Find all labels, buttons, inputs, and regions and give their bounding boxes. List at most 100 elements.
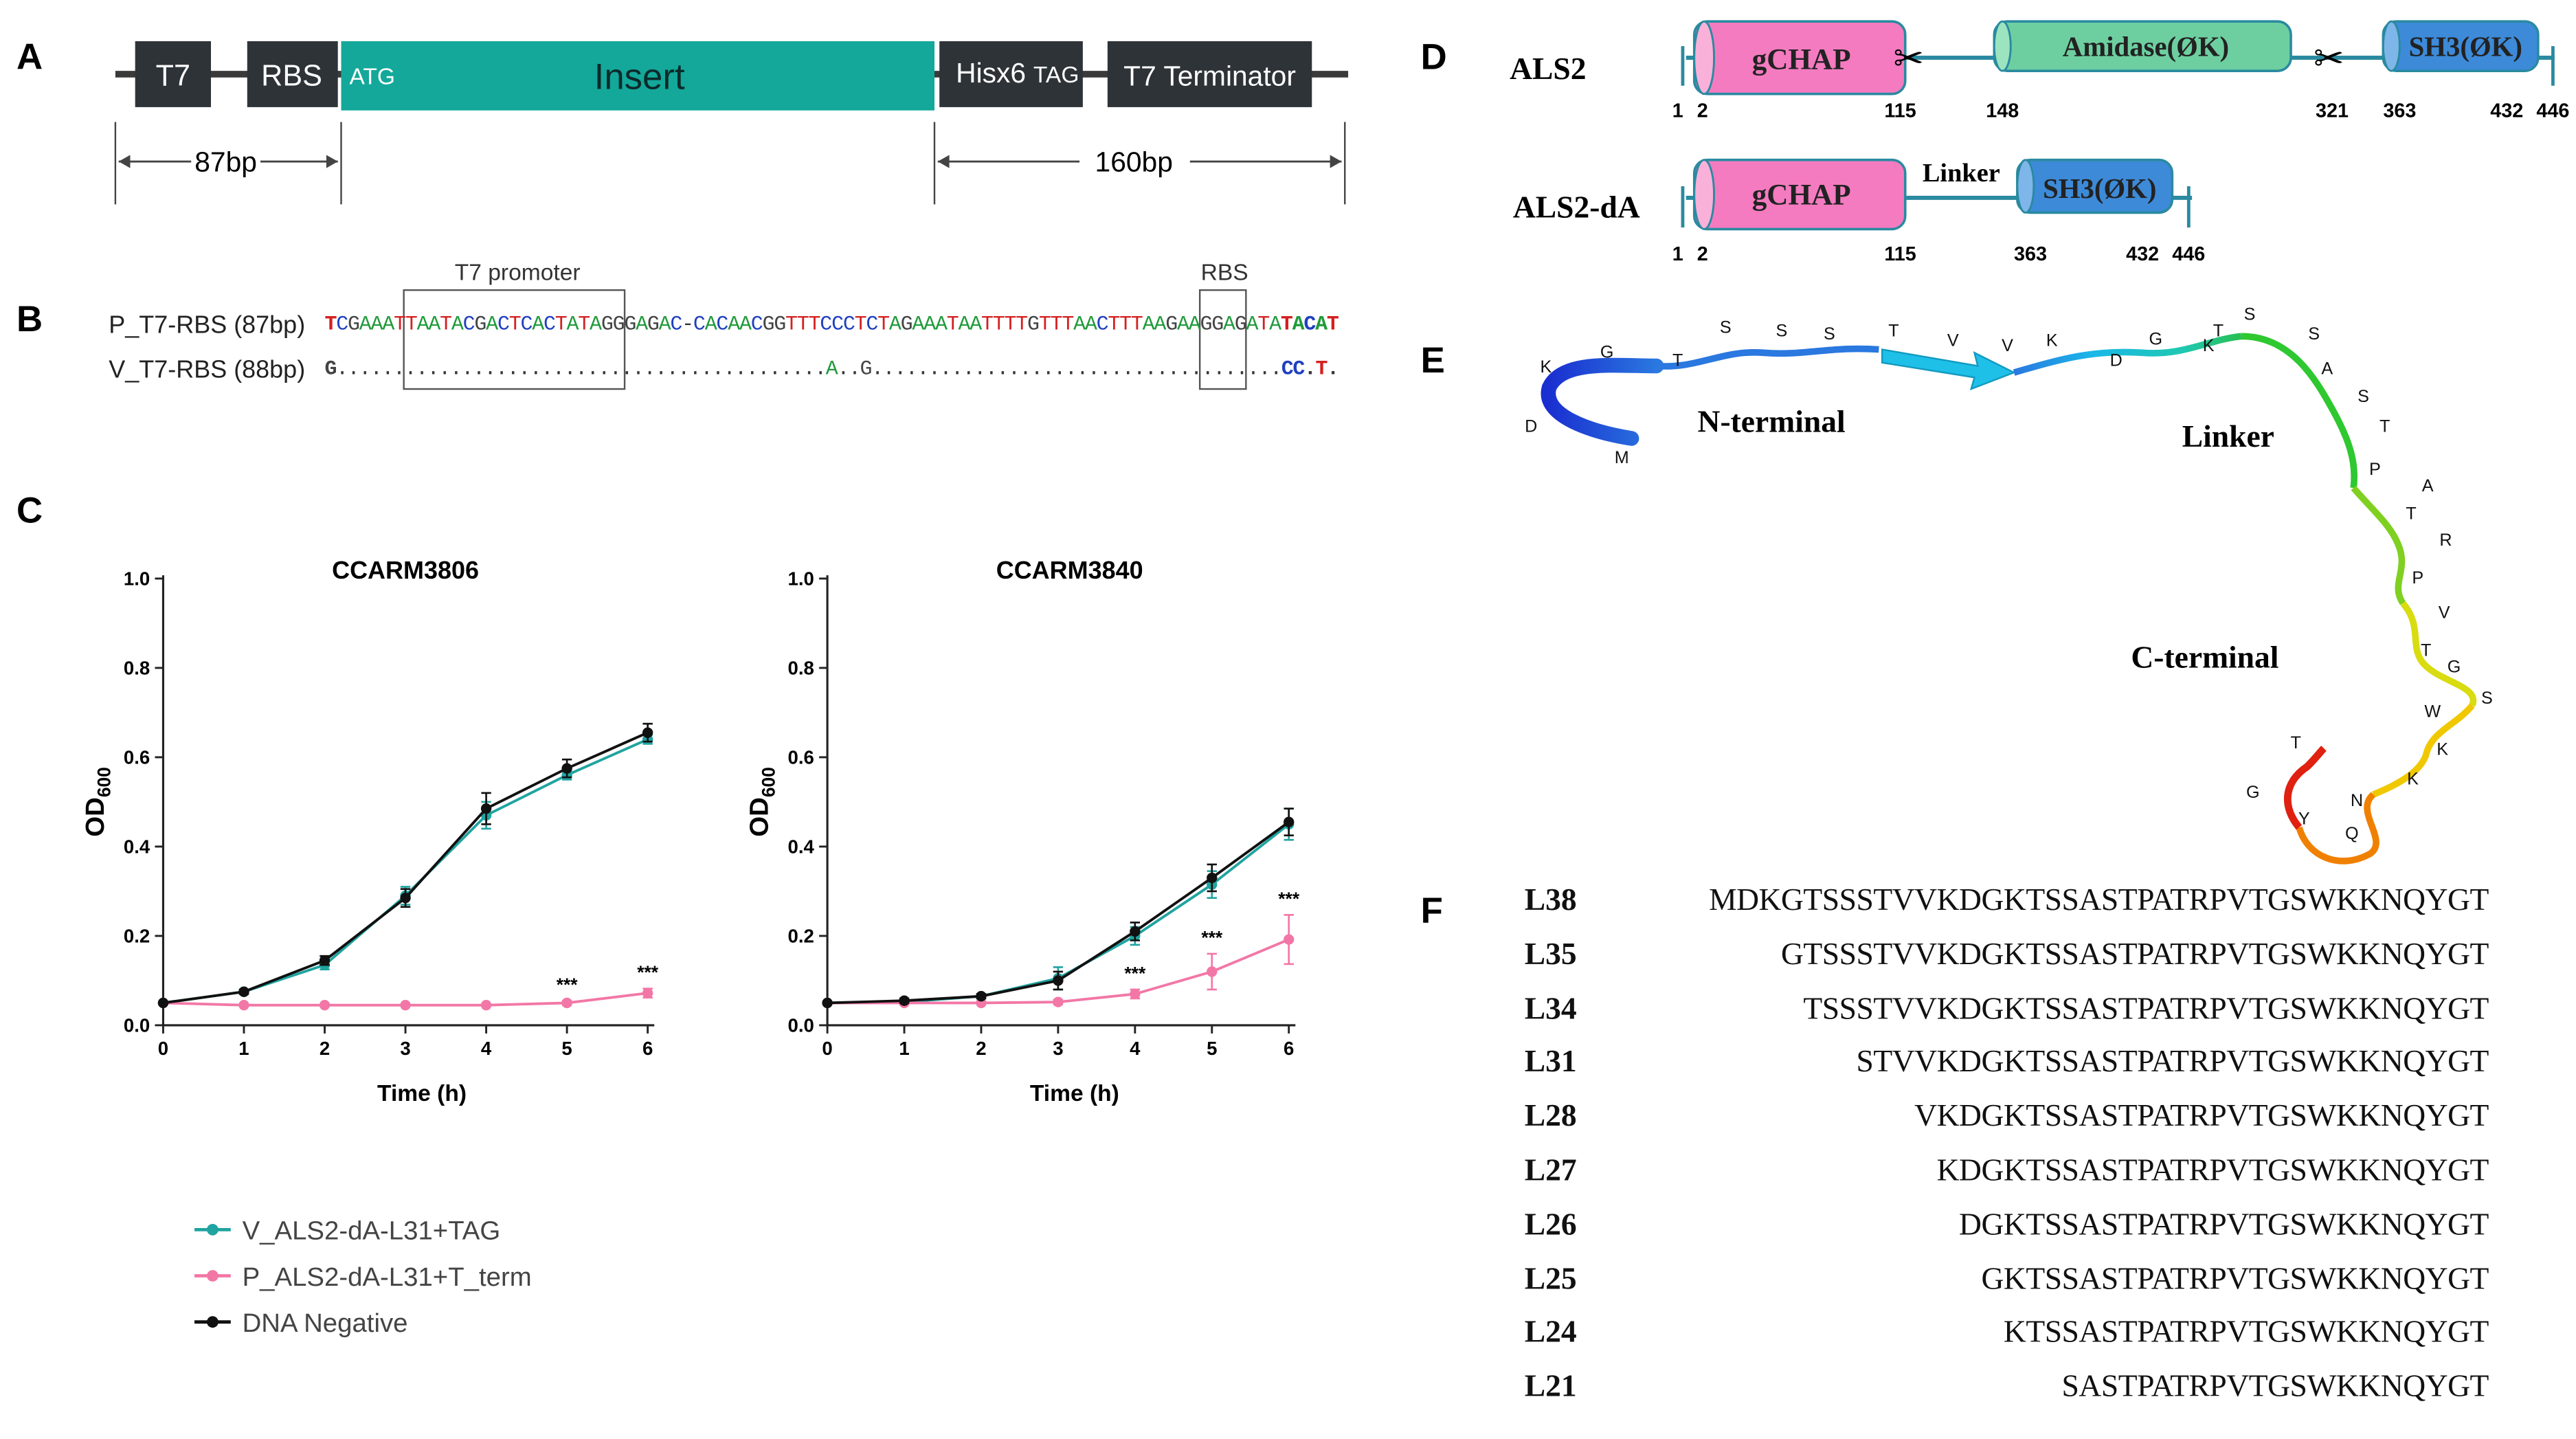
x-tick-label: 5 — [1207, 1038, 1217, 1059]
series-line-2 — [163, 731, 649, 1005]
t7-promoter-label: T7 promoter — [455, 260, 581, 286]
x-tick-label: 1 — [238, 1038, 249, 1059]
x-axis-label: Time (h) — [377, 1081, 467, 1106]
truncation-sequence: MDKGTSSSTVVKDGKTSSASTPATRPVTGSWKKNQYGT — [1709, 883, 2489, 919]
residue-label: N — [2351, 791, 2363, 810]
x-tick-label: 5 — [561, 1038, 572, 1059]
als2-pos-2: 2 — [1697, 100, 1708, 122]
growth-chart-ccarm3840: CCARM3840 0.0 0.2 0.4 0.6 0.8 1.0 0 1 2 3 4 5 6 Time (… — [745, 556, 1300, 1106]
dim-right-label: 160bp — [1095, 146, 1173, 177]
data-point — [642, 727, 653, 738]
residue-label: R — [2439, 531, 2452, 550]
panel-label-c: C — [16, 490, 43, 531]
segment-insert — [341, 41, 935, 111]
truncation-row: L28 VKDGKTSSASTPATRPVTGSWKKNQYGT — [1525, 1100, 2563, 1154]
data-point — [1284, 816, 1295, 827]
data-point — [319, 955, 331, 966]
y-tick-label: 0.4 — [788, 836, 815, 858]
als2-pos-432: 432 — [2490, 100, 2523, 122]
residue-label: S — [2308, 324, 2320, 344]
residue-label: Q — [2345, 824, 2359, 843]
significance-annotation: *** — [1201, 928, 1223, 948]
significance-annotation: *** — [557, 974, 579, 995]
y-tick-label: 0.0 — [124, 1015, 150, 1036]
data-point — [822, 997, 833, 1009]
construct-map: T7 RBS ATG Insert Hisx6 TAG T7 Terminato… — [114, 41, 1349, 205]
x-tick-label: 3 — [400, 1038, 410, 1059]
data-point — [561, 997, 572, 1009]
residue-labels: MDKG TS S S TV V KDG KTSSASTPATRPVTGSWKKNQYGT — [1525, 304, 2493, 843]
y-axis-label: OD600 — [745, 767, 779, 837]
residue-label: S — [1824, 324, 1835, 344]
data-point — [561, 763, 572, 774]
truncation-row: L26 DGKTSSASTPATRPVTGSWKKNQYGT — [1525, 1208, 2563, 1262]
truncation-sequence: STVVKDGKTSSASTPATRPVTGSWKKNQYGT — [1856, 1045, 2489, 1081]
segment-t7-terminator-label: T7 Terminator — [1123, 60, 1296, 92]
als2-da-sh3-cap — [2016, 159, 2035, 214]
domain-map-als2-da: ALS2-dA gCHAP Linker SH3(ØK) 1 2 115 363… — [1513, 159, 2205, 265]
data-point — [319, 999, 331, 1011]
als2-gchap-label: gCHAP — [1752, 44, 1851, 76]
legend-label-v: V_ALS2-dA-L31+TAG — [243, 1216, 501, 1246]
truncation-sequence: GKTSSASTPATRPVTGSWKKNQYGT — [1981, 1262, 2489, 1297]
segment-t7-terminator — [1107, 41, 1312, 107]
truncation-name: L34 — [1524, 991, 1577, 1027]
data-point — [1130, 926, 1141, 937]
panel-label-a: A — [16, 37, 43, 78]
legend-marker-v — [207, 1223, 219, 1236]
panel-label-b: B — [16, 299, 43, 339]
chart-title: CCARM3806 — [332, 556, 479, 584]
residue-label: S — [1720, 318, 1732, 337]
residue-label: K — [2407, 770, 2419, 789]
residue-label: K — [1540, 357, 1552, 377]
linker-region-label: Linker — [2182, 419, 2274, 454]
residue-label: V — [2439, 603, 2450, 622]
segment-rbs-label: RBS — [261, 60, 322, 93]
residue-label: G — [2149, 329, 2163, 348]
truncation-sequence: DGKTSSASTPATRPVTGSWKKNQYGT — [1959, 1207, 2489, 1243]
segment-t7-label: T7 — [156, 60, 190, 93]
residue-label: K — [2203, 336, 2215, 355]
residue-label: P — [2369, 460, 2381, 479]
als2-pos-115: 115 — [1884, 100, 1916, 122]
data-point — [642, 988, 653, 999]
y-tick-label: 0.2 — [124, 926, 150, 947]
x-tick-label: 3 — [1053, 1038, 1063, 1059]
dim-arrow-left-1 — [118, 155, 131, 168]
panel-label-d: D — [1421, 37, 1447, 78]
ribbon-n-coil — [1656, 345, 1879, 370]
truncation-row: L34 TSSSTVVKDGKTSSASTPATRPVTGSWKKNQYGT — [1525, 992, 2563, 1046]
residue-label: T — [2406, 504, 2416, 524]
n-terminal-label: N-terminal — [1698, 403, 1846, 438]
residue-label: G — [2448, 658, 2461, 677]
data-point — [976, 990, 987, 1002]
truncation-row: L25 GKTSSASTPATRPVTGSWKKNQYGT — [1525, 1262, 2563, 1316]
residue-label: S — [2244, 304, 2256, 324]
alignment-row1-sequence: TCGAAATTAATACGACTCACTATAGGGAGAC-CACAACGG… — [325, 313, 1339, 337]
als2-pos-446: 446 — [2536, 100, 2569, 122]
c-terminal-label: C-terminal — [2131, 639, 2278, 674]
alignment-row1-name: P_T7-RBS (87bp) — [109, 311, 305, 339]
ribbon-c-coil-1 — [2351, 485, 2406, 605]
significance-annotation: *** — [1278, 889, 1300, 909]
residue-label: Y — [2298, 809, 2310, 828]
segment-his-label: Hisx6 — [956, 57, 1026, 89]
segment-t7 — [135, 41, 212, 107]
data-point — [480, 999, 492, 1011]
residue-label: A — [2422, 476, 2434, 495]
truncation-name: L31 — [1524, 1045, 1577, 1081]
als2-gchap-cap — [1693, 20, 1715, 96]
residue-label: D — [1525, 416, 1537, 436]
x-tick-label: 6 — [1284, 1038, 1294, 1059]
residue-label: V — [1947, 331, 1959, 350]
x-tick-label: 4 — [481, 1038, 492, 1059]
data-point — [157, 997, 169, 1009]
ribbon-mid-coil — [2013, 333, 2242, 376]
x-tick-label: 2 — [976, 1038, 986, 1059]
y-tick-label: 1.0 — [788, 568, 814, 589]
y-tick-label: 0.6 — [124, 747, 150, 768]
residue-label: S — [2481, 689, 2493, 708]
alignment-row2-name: V_T7-RBS (88bp) — [109, 355, 305, 383]
truncation-sequence: SASTPATRPVTGSWKKNQYGT — [2061, 1370, 2489, 1405]
residue-label: S — [1776, 321, 1787, 340]
